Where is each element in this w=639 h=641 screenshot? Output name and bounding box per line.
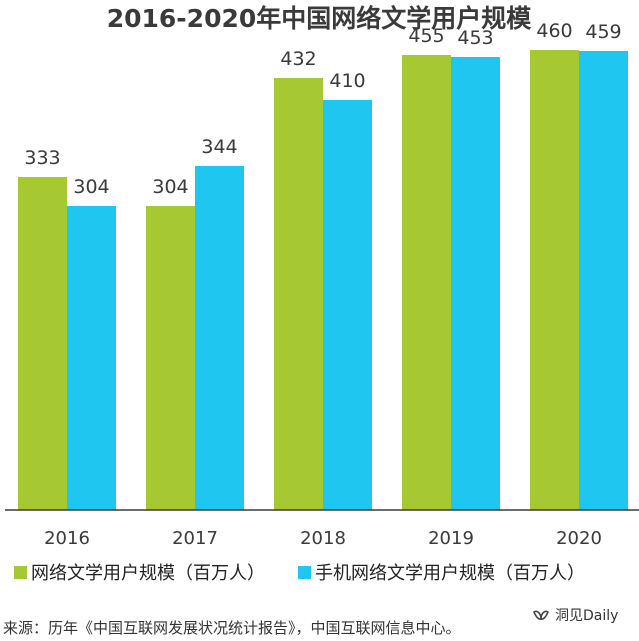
x-tick-label-2018: 2018 <box>300 528 346 549</box>
x-tick-label-2016: 2016 <box>44 528 90 549</box>
x-tick-label-2017: 2017 <box>172 528 218 549</box>
x-tick-label-2019: 2019 <box>428 528 474 549</box>
bar-2018-series-0 <box>274 78 323 510</box>
value-label-2018-series-1: 410 <box>329 70 365 92</box>
bars-layer <box>18 50 628 510</box>
bar-2017-series-1 <box>195 166 244 510</box>
value-label-2019-series-1: 453 <box>457 27 493 49</box>
bar-2019-series-1 <box>451 57 500 510</box>
bar-2016-series-0 <box>18 177 67 510</box>
value-label-2016-series-0: 333 <box>24 147 60 169</box>
bar-2019-series-0 <box>402 55 451 510</box>
value-label-2017-series-1: 344 <box>201 136 237 158</box>
bar-2018-series-1 <box>323 100 372 510</box>
value-labels-layer: 333 304 304 344 432 410 455 453 460 459 <box>24 20 621 198</box>
bar-2016-series-1 <box>67 206 116 510</box>
watermark: 洞见Daily <box>533 608 618 624</box>
bar-2017-series-0 <box>146 206 195 510</box>
legend-swatch-mobile <box>298 566 311 579</box>
x-tick-label-2020: 2020 <box>556 528 602 549</box>
legend-label-total: 网络文学用户规模（百万人） <box>31 563 265 584</box>
value-label-2019-series-0: 455 <box>408 25 444 47</box>
wechat-channel-icon <box>533 610 549 620</box>
value-label-2020-series-1: 459 <box>585 21 621 43</box>
value-label-2018-series-0: 432 <box>280 48 316 70</box>
watermark-text: 洞见Daily <box>555 608 618 624</box>
value-label-2020-series-0: 460 <box>536 20 572 42</box>
value-label-2017-series-0: 304 <box>152 176 188 198</box>
bar-2020-series-0 <box>530 50 579 510</box>
legend-swatch-total <box>14 566 27 579</box>
source-note: 来源：历年《中国互联网发展状况统计报告》，中国互联网信息中心。 <box>3 619 461 637</box>
legend: 网络文学用户规模（百万人） 手机网络文学用户规模（百万人） <box>14 563 585 584</box>
bar-2020-series-1 <box>579 51 628 510</box>
legend-label-mobile: 手机网络文学用户规模（百万人） <box>315 563 585 584</box>
chart-title: 2016-2020年中国网络文学用户规模 <box>107 4 533 33</box>
x-tick-labels: 2016 2017 2018 2019 2020 <box>44 528 602 549</box>
value-label-2016-series-1: 304 <box>73 176 109 198</box>
